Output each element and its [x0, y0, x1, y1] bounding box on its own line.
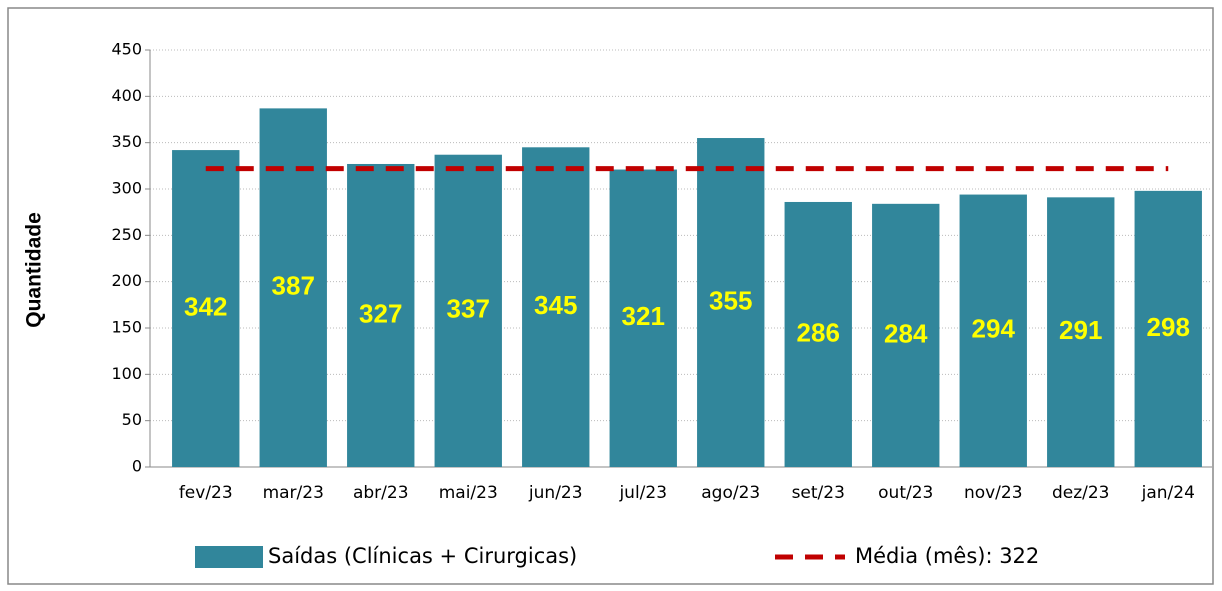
legend-label: Saídas (Clínicas + Cirurgicas) [268, 544, 577, 568]
value-label: 355 [709, 285, 752, 315]
x-tick-label: mai/23 [439, 483, 498, 503]
y-tick-label: 350 [111, 132, 142, 151]
y-tick-label: 250 [111, 225, 142, 244]
y-tick-label: 300 [111, 179, 142, 198]
bar [172, 150, 240, 467]
bar [522, 147, 590, 468]
y-axis-label: Quantidade [23, 212, 46, 328]
y-tick-label: 0 [132, 457, 142, 476]
value-label: 291 [1059, 315, 1102, 345]
value-label: 345 [534, 290, 577, 320]
x-tick-label: jan/24 [1141, 483, 1195, 503]
x-tick-label: mar/23 [263, 483, 324, 503]
y-tick-label: 450 [111, 40, 142, 59]
y-tick-label: 200 [111, 271, 142, 290]
value-label: 337 [447, 294, 490, 324]
legend-swatch [195, 546, 263, 568]
x-tick-label: ago/23 [701, 483, 760, 503]
value-label: 327 [359, 298, 402, 328]
value-label: 284 [884, 318, 928, 348]
x-tick-label: fev/23 [179, 483, 233, 503]
value-label: 294 [972, 314, 1016, 344]
x-tick-label: abr/23 [353, 483, 409, 503]
bar [872, 203, 940, 467]
y-tick-label: 150 [111, 318, 142, 337]
bar [347, 163, 415, 468]
y-tick-label: 400 [111, 86, 142, 105]
value-label: 298 [1147, 312, 1190, 342]
bar [1134, 190, 1202, 467]
bar [609, 169, 677, 468]
x-tick-label: jul/23 [618, 483, 667, 503]
bar [697, 138, 765, 468]
x-tick-label: set/23 [792, 483, 845, 503]
value-label: 387 [272, 271, 315, 301]
y-tick-label: 100 [111, 364, 142, 383]
x-tick-label: nov/23 [964, 483, 1023, 503]
bar [1047, 197, 1115, 467]
bar [959, 194, 1027, 467]
x-tick-label: out/23 [878, 483, 933, 503]
bar [434, 154, 502, 468]
x-tick-label: dez/23 [1052, 483, 1110, 503]
x-tick-label: jun/23 [528, 483, 583, 503]
value-label: 321 [622, 301, 665, 331]
value-label: 342 [184, 291, 227, 321]
legend-label: Média (mês): 322 [855, 544, 1039, 568]
value-label: 286 [797, 317, 840, 347]
bar [784, 201, 852, 467]
y-tick-label: 50 [122, 410, 142, 429]
